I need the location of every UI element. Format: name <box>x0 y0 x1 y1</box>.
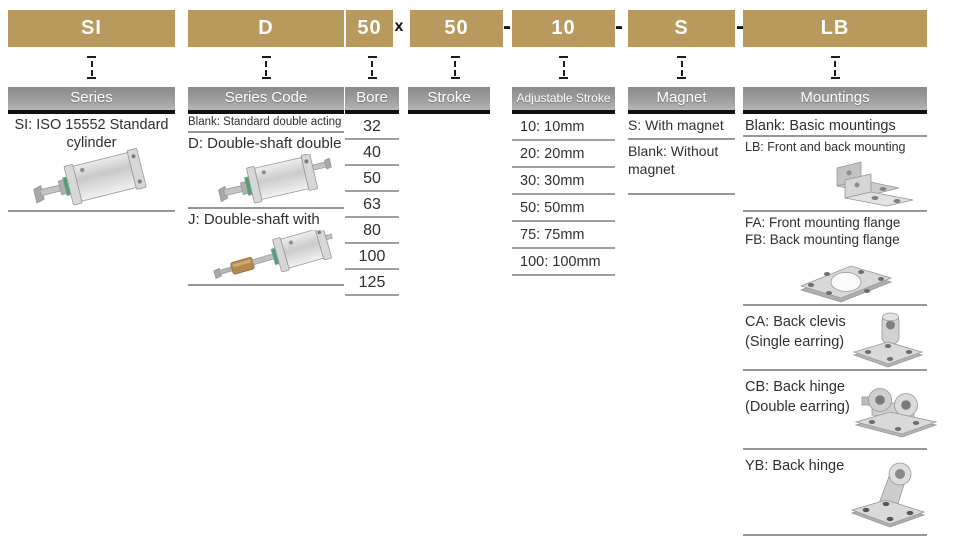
dashed-connector-icon <box>188 47 344 87</box>
series-code-header: Series Code <box>188 87 344 114</box>
series-code-item-j: J: Double-shaft with <box>188 211 320 228</box>
foot-bracket-image <box>836 161 914 207</box>
double-shaft-adjustable-cylinder-image <box>213 230 333 280</box>
series-header: Series <box>8 87 175 114</box>
separator-dash-2: - <box>615 13 623 40</box>
bore-value: 40 <box>345 140 399 166</box>
bore-value: 100 <box>345 244 399 270</box>
series-item-label: SI: ISO 15552 Standard cylinder <box>14 117 169 152</box>
dashed-connector-icon <box>345 47 399 87</box>
bore-value: 50 <box>345 166 399 192</box>
mounting-item-blank: Blank: Basic mountings <box>745 118 896 134</box>
dashed-connector-icon <box>628 47 735 87</box>
mounting-item-cb: CB: Back hinge <box>745 379 845 395</box>
magnet-header: Magnet <box>628 87 735 114</box>
adjustable-stroke-value: 100: 100mm <box>512 249 615 276</box>
separator-dash-1: - <box>503 13 511 40</box>
back-hinge-image <box>850 462 926 528</box>
series-code-item-blank: Blank: Standard double acting <box>188 114 344 133</box>
double-hinge-image <box>854 388 938 438</box>
magnet-item-blank: Blank: Without magnet <box>628 140 735 195</box>
mounting-item-ca: CA: Back clevis <box>745 314 846 330</box>
code-box-adjustable-stroke: 10 <box>512 10 615 47</box>
code-box-series-code: D <box>188 10 344 47</box>
stroke-column: 50 Stroke <box>408 10 503 114</box>
double-shaft-cylinder-image <box>218 154 332 204</box>
adjustable-stroke-value: 30: 30mm <box>512 168 615 195</box>
mountings-column: LB Mountings Blank: Basic mountings LB: … <box>743 10 938 536</box>
mounting-item-yb: YB: Back hinge <box>745 458 845 474</box>
adjustable-stroke-column: 10 Adjustable Stroke 10: 10mm 20: 20mm 3… <box>512 10 615 276</box>
bore-value: 32 <box>345 114 399 140</box>
mounting-item-lb: LB: Front and back mounting <box>745 140 906 154</box>
mounting-item-fa: FA: Front mounting flange <box>745 215 901 230</box>
code-box-stroke: 50 <box>410 10 503 47</box>
separator-dash-3: - <box>736 13 744 40</box>
bore-value: 80 <box>345 218 399 244</box>
single-clevis-image <box>852 312 924 368</box>
bore-header: Bore <box>345 87 399 114</box>
iso-cylinder-image <box>32 148 146 206</box>
dashed-connector-icon <box>8 47 175 87</box>
separator-x: x <box>394 18 404 35</box>
code-box-magnet: S <box>628 10 735 47</box>
dashed-connector-icon <box>414 47 496 87</box>
bore-value: 125 <box>345 270 399 296</box>
mounting-item-ca-sub: (Single earring) <box>745 334 845 350</box>
series-column: SI Series SI: ISO 15552 Standard cylinde… <box>8 10 175 212</box>
code-box-series: SI <box>8 10 175 47</box>
bore-column: 50 Bore 32 40 50 63 80 100 125 <box>345 10 399 296</box>
dashed-connector-icon <box>512 47 615 87</box>
code-box-mountings: LB <box>743 10 927 47</box>
mounting-item-fb: FB: Back mounting flange <box>745 232 900 247</box>
adjustable-stroke-header: Adjustable Stroke <box>512 87 615 114</box>
bore-value: 63 <box>345 192 399 218</box>
stroke-header: Stroke <box>408 87 490 114</box>
mountings-header: Mountings <box>743 87 927 114</box>
dashed-connector-icon <box>743 47 927 87</box>
flange-image <box>799 265 893 303</box>
adjustable-stroke-value: 20: 20mm <box>512 141 615 168</box>
series-code-column: D Series Code Blank: Standard double act… <box>188 10 344 286</box>
mounting-item-cb-sub: (Double earring) <box>745 399 850 415</box>
magnet-column: S Magnet S: With magnet Blank: Without m… <box>628 10 735 195</box>
code-box-bore: 50 <box>346 10 393 47</box>
adjustable-stroke-value: 75: 75mm <box>512 222 615 249</box>
magnet-item-s: S: With magnet <box>628 114 735 140</box>
adjustable-stroke-value: 10: 10mm <box>512 114 615 141</box>
adjustable-stroke-value: 50: 50mm <box>512 195 615 222</box>
series-code-item-d: D: Double-shaft double <box>188 135 342 152</box>
